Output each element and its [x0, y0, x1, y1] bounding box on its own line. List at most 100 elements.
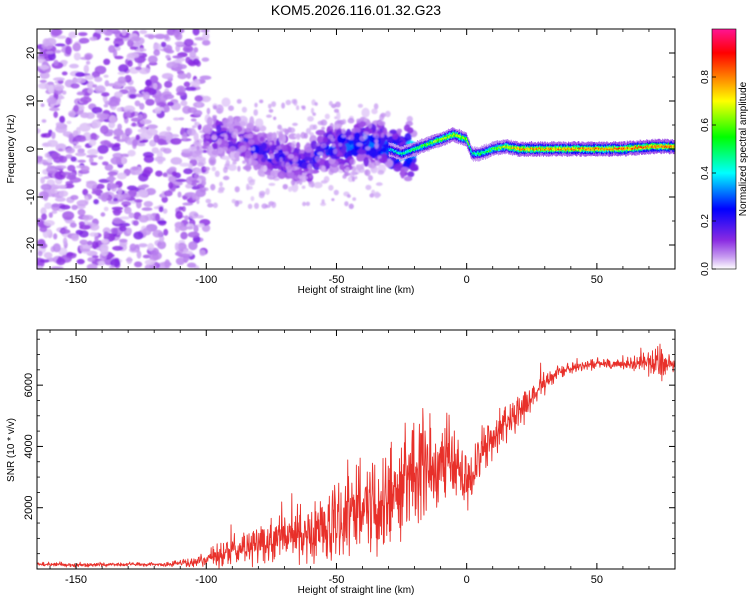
ridge-segment: [599, 147, 601, 150]
noise-blob: [77, 159, 86, 163]
ridge-segment: [616, 148, 618, 150]
ridge-segment: [431, 142, 433, 144]
noise-blob: [222, 175, 230, 181]
ridge-segment: [552, 146, 554, 151]
noise-blob: [79, 239, 88, 245]
noise-blob: [192, 58, 200, 66]
colorbar-label: Normalized spectral amplitude: [738, 81, 749, 216]
ridge-segment: [485, 149, 487, 153]
ridge-segment: [482, 151, 483, 154]
noise-blob: [142, 254, 151, 259]
noise-blob: [146, 128, 158, 136]
noise-blob: [59, 229, 71, 234]
ridge-segment: [484, 152, 486, 154]
noise-blob: [40, 207, 47, 216]
noise-blob: [341, 134, 347, 138]
noise-blob: [111, 206, 124, 211]
noise-blob: [351, 165, 356, 173]
ridge-segment: [524, 148, 526, 151]
ridge-segment: [568, 148, 569, 152]
spectral-blob: [296, 142, 301, 149]
ridge-segment: [538, 147, 540, 152]
ridge-segment: [515, 148, 517, 151]
noise-blob: [44, 202, 52, 210]
noise-blob: [124, 75, 132, 83]
ridge-segment: [498, 145, 500, 149]
ridge-segment: [651, 145, 653, 147]
noise-blob: [335, 101, 341, 108]
ridge-segment: [578, 148, 580, 150]
spectral-blob: [330, 154, 338, 160]
ridge-segment: [419, 145, 421, 148]
noise-blob: [356, 118, 361, 124]
ridge-segment: [580, 147, 581, 150]
noise-blob: [301, 105, 306, 109]
ridge-segment: [549, 149, 550, 151]
noise-blob: [103, 74, 109, 78]
ridge-segment: [631, 146, 633, 150]
ridge-segment: [559, 149, 561, 151]
noise-blob: [187, 262, 197, 268]
noise-blob: [276, 130, 280, 135]
noise-blob: [142, 151, 154, 158]
spectral-blob: [203, 142, 210, 147]
noise-blob: [61, 71, 68, 76]
ridge-segment: [485, 149, 486, 153]
ridge-segment: [423, 144, 425, 146]
ridge-segment: [564, 149, 566, 151]
spectral-blob: [286, 145, 292, 154]
ridge-segment: [597, 146, 599, 151]
noise-blob: [287, 165, 293, 170]
noise-blob: [127, 60, 133, 67]
noise-blob: [239, 121, 246, 127]
ridge-segment: [521, 148, 523, 151]
ridge-segment: [656, 145, 658, 148]
y-tick-label: 6000: [23, 373, 35, 397]
noise-blob: [333, 148, 338, 155]
ridge-segment: [666, 146, 667, 149]
ridge-segment: [444, 137, 446, 139]
ridge-segment: [497, 146, 499, 148]
noise-blob: [178, 117, 185, 121]
ridge-segment: [587, 148, 589, 150]
ridge-segment: [533, 146, 535, 151]
noise-blobs: [37, 29, 419, 269]
ridge-segment: [672, 145, 673, 148]
noise-blob: [196, 103, 202, 108]
noise-blob: [101, 92, 110, 97]
noise-blob: [296, 105, 300, 111]
ridge-segment: [595, 147, 596, 149]
noise-blob: [94, 76, 103, 83]
noise-blob: [119, 216, 130, 220]
noise-blob: [89, 223, 100, 231]
noise-blob: [186, 72, 192, 79]
noise-blob: [112, 152, 123, 159]
noise-blob: [225, 118, 230, 123]
ridge-segment: [496, 148, 498, 150]
ridge-segment: [491, 148, 492, 150]
noise-blob: [174, 242, 179, 251]
noise-blob: [123, 105, 136, 113]
noise-blob: [307, 116, 314, 122]
noise-blob: [372, 133, 376, 137]
ridge-segment: [638, 146, 640, 148]
ridge-segment: [672, 145, 674, 150]
ridge-segment: [511, 147, 513, 149]
noise-blob: [127, 39, 134, 48]
ridge-segment: [627, 147, 629, 151]
noise-blob: [268, 182, 276, 186]
ridge-segment: [417, 146, 419, 150]
noise-blob: [71, 204, 78, 210]
ridge-segment: [432, 141, 434, 144]
ridge-segment: [490, 149, 492, 152]
ridge-segment: [662, 144, 664, 147]
ridge-segment: [637, 147, 639, 150]
x-tick-label: 50: [591, 274, 603, 286]
spectral-blob: [409, 163, 419, 171]
ridge-segment: [461, 136, 463, 138]
ridge-segment: [553, 148, 555, 150]
ridge-segment: [522, 148, 524, 151]
noise-blob: [125, 110, 131, 118]
ridge-segment: [585, 148, 587, 151]
noise-blob: [157, 220, 167, 225]
